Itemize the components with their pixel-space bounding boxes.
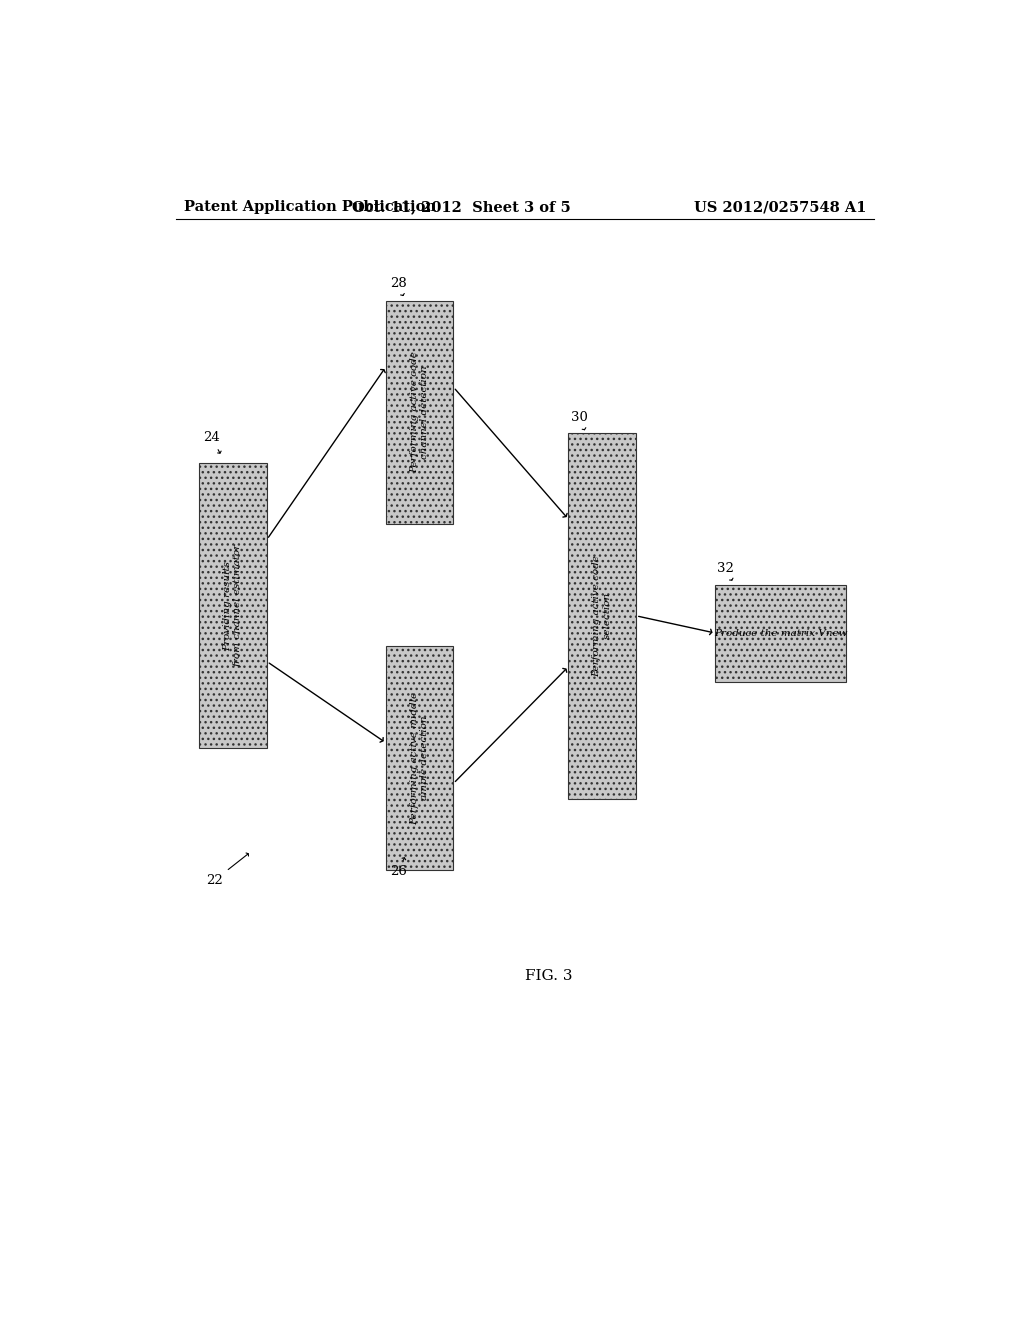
Text: Performing active code
selection: Performing active code selection [593,554,612,677]
FancyBboxPatch shape [386,647,454,870]
Text: Produce the matrix Vnew: Produce the matrix Vnew [714,630,848,638]
Text: Providing results
from channel estimator: Providing results from channel estimator [223,544,243,667]
FancyBboxPatch shape [715,585,846,682]
Text: 28: 28 [390,277,407,296]
Text: 30: 30 [570,411,588,430]
Text: 24: 24 [204,432,221,453]
Text: Performing active middle
ample detection: Performing active middle ample detection [410,692,429,825]
FancyBboxPatch shape [200,463,267,748]
FancyBboxPatch shape [386,301,454,524]
Text: US 2012/0257548 A1: US 2012/0257548 A1 [693,201,866,214]
FancyBboxPatch shape [568,433,636,799]
Text: 32: 32 [717,561,734,581]
Text: 26: 26 [390,858,407,878]
Text: Performing active code
channel detection: Performing active code channel detection [410,351,429,474]
Text: FIG. 3: FIG. 3 [525,969,572,982]
Text: Patent Application Publication: Patent Application Publication [183,201,435,214]
Text: Oct. 11, 2012  Sheet 3 of 5: Oct. 11, 2012 Sheet 3 of 5 [352,201,570,214]
Text: 22: 22 [207,853,249,887]
